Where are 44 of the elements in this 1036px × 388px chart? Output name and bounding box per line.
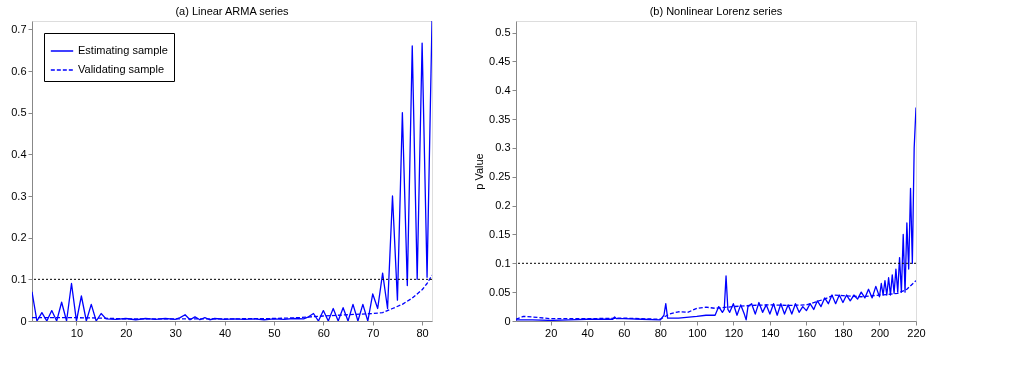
y-tick-label: 0.45 (489, 54, 511, 67)
x-tick-label: 60 (618, 326, 631, 339)
chart-title: (a) Linear ARMA series (175, 5, 290, 17)
x-tick-label: 80 (416, 326, 429, 339)
y-tick-label: 0 (20, 314, 27, 327)
line-series (32, 21, 432, 321)
x-tick-label: 20 (545, 326, 558, 339)
x-tick-label: 10 (70, 326, 84, 339)
x-tick-label: 140 (761, 326, 780, 339)
y-tick-label: 0.7 (11, 22, 27, 35)
y-tick-label: 0.15 (489, 227, 511, 240)
x-tick-label: 40 (581, 326, 594, 339)
x-tick-label: 40 (218, 326, 232, 339)
y-tick-label: 0.4 (11, 147, 27, 160)
x-tick-label: 160 (797, 326, 817, 339)
x-tick-label: 30 (169, 326, 182, 339)
y-tick-label: 0.3 (495, 141, 511, 154)
y-tick-label: 0.2 (11, 231, 27, 244)
y-tick-label: 0.05 (489, 285, 511, 298)
x-tick-label: 50 (268, 326, 281, 339)
x-tick-label: 80 (654, 326, 667, 339)
x-tick-label: 70 (367, 326, 380, 339)
y-tick-label: 0.5 (11, 106, 27, 119)
legend-label: Validating sample (78, 63, 165, 75)
x-tick-label: 180 (834, 326, 853, 339)
y-tick-label: 0.2 (495, 199, 511, 212)
x-tick-label: 120 (724, 326, 744, 339)
x-tick-label: 60 (317, 326, 330, 339)
y-tick-label: 0 (504, 314, 511, 327)
y-tick-label: 0.5 (495, 26, 511, 39)
x-tick-label: 200 (870, 326, 890, 339)
y-tick-label: 0.35 (489, 112, 511, 125)
y-axis-title: p Value (473, 153, 486, 190)
y-tick-label: 0.1 (495, 256, 511, 269)
y-tick-label: 0.25 (489, 170, 511, 183)
y-tick-label: 0.6 (11, 64, 27, 77)
y-tick-label: 0.3 (11, 189, 27, 202)
x-tick-label: 100 (688, 326, 707, 339)
x-tick-label: 20 (120, 326, 133, 339)
x-tick-label: 220 (907, 326, 926, 339)
legend-label: Estimating sample (78, 44, 168, 56)
y-tick-label: 0.1 (11, 272, 27, 285)
y-tick-label: 0.4 (495, 83, 511, 96)
chart-title: (b) Nonlinear Lorenz series (649, 5, 783, 17)
